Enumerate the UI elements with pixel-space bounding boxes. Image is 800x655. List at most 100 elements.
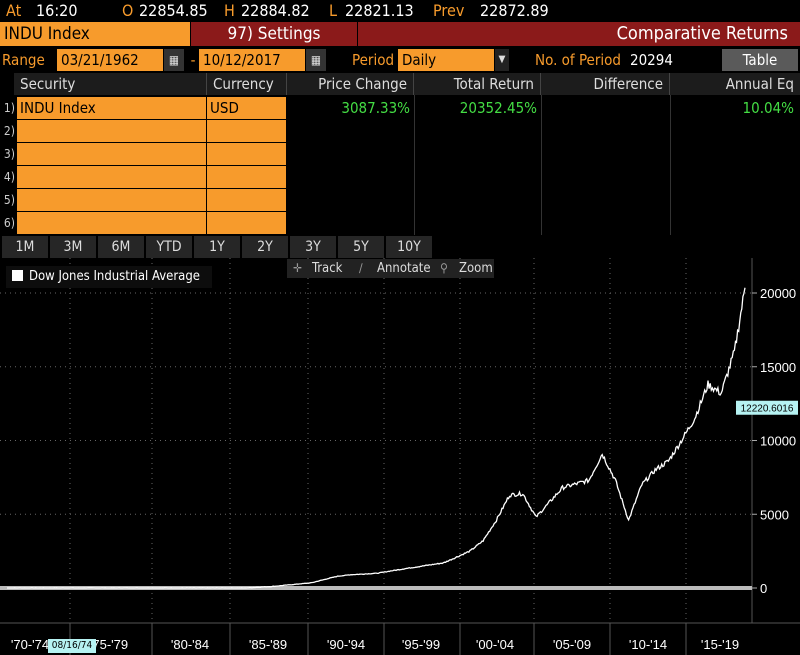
range-dash: - <box>190 51 196 69</box>
column-divider <box>414 95 415 235</box>
calendar-icon[interactable]: ▦ <box>306 49 326 71</box>
series-line <box>7 287 746 589</box>
chevron-down-icon[interactable]: ▼ <box>495 49 509 71</box>
row-number: 2) <box>3 124 15 138</box>
row-number: 6) <box>3 216 15 230</box>
page-title: Comparative Returns <box>358 22 800 46</box>
legend-label: Dow Jones Industrial Average <box>29 269 200 284</box>
currency-cell[interactable] <box>207 120 286 142</box>
at-value: 16:20 <box>36 1 78 20</box>
table-row[interactable]: 3) <box>0 143 800 166</box>
returns-chart[interactable]: 0 5000 10000 15000 20000 '70-'74 '75-'79 '80-'8… <box>0 258 800 655</box>
col-header-security[interactable]: Security <box>14 73 207 95</box>
x-tick-label: '05-'09 <box>553 637 591 652</box>
x-tick-label: '00-'04 <box>476 637 514 652</box>
period-label: Period <box>352 51 395 69</box>
pencil-icon: ∕ <box>359 261 363 275</box>
range-row: Range 03/21/1962 ▦ - 10/12/2017 ▦ Period… <box>0 49 800 91</box>
security-cell[interactable] <box>17 143 206 165</box>
col-header-total-return[interactable]: Total Return <box>414 73 541 95</box>
low-value: 22821.13 <box>345 1 414 20</box>
zoom-button[interactable]: Zoom <box>459 261 493 276</box>
period-button-5y[interactable]: 5Y <box>338 236 384 258</box>
x-tick-label: '75-'79 <box>90 637 128 652</box>
x-tick-label: '70-'74 <box>11 637 49 652</box>
title-bar: INDU Index 97) Settings Comparative Retu… <box>0 21 800 47</box>
period-select[interactable]: Daily <box>398 49 494 71</box>
y-tick-label: 5000 <box>760 507 789 522</box>
high-value: 22884.82 <box>241 1 310 20</box>
open-value: 22854.85 <box>139 1 208 20</box>
calendar-icon[interactable]: ▦ <box>164 49 184 71</box>
security-cell[interactable] <box>17 212 206 234</box>
num-periods-label: No. of Period <box>535 51 621 69</box>
currency-cell[interactable] <box>207 212 286 234</box>
chart-legend[interactable]: Dow Jones Industrial Average <box>6 266 212 288</box>
period-button-ytd[interactable]: YTD <box>146 236 192 258</box>
chart-toolbar: ✛ Track ∕ Annotate ⚲ Zoom <box>287 259 494 278</box>
row-number: 5) <box>3 193 15 207</box>
period-button-1y[interactable]: 1Y <box>194 236 240 258</box>
period-button-2y[interactable]: 2Y <box>242 236 288 258</box>
legend-swatch <box>12 270 23 281</box>
period-button-10y[interactable]: 10Y <box>386 236 432 258</box>
table-row[interactable]: 1) INDU Index USD 3087.33% 20352.45% 10.… <box>0 97 800 120</box>
annotate-button[interactable]: Annotate <box>377 261 431 276</box>
price-change-cell: 3087.33% <box>341 99 410 117</box>
table-button[interactable]: Table <box>722 49 798 71</box>
y-tick-label: 15000 <box>760 360 796 375</box>
high-label: H <box>224 1 235 20</box>
crosshair-icon: ✛ <box>293 261 303 275</box>
currency-cell[interactable] <box>207 143 286 165</box>
ticker-field[interactable]: INDU Index <box>0 22 190 46</box>
column-divider <box>670 95 671 235</box>
table-row[interactable]: 2) <box>0 120 800 143</box>
settings-button[interactable]: 97) Settings <box>191 22 357 46</box>
num-periods-value: 20294 Day(s) <box>630 51 674 91</box>
period-button-6m[interactable]: 6M <box>98 236 144 258</box>
row-number: 1) <box>3 101 15 115</box>
y-tick-label: 10000 <box>760 434 796 449</box>
quote-strip: At 16:20 O 22854.85 H 22884.82 L 22821.1… <box>0 0 800 21</box>
period-button-3m[interactable]: 3M <box>50 236 96 258</box>
cursor-date-label: 08/16/74 <box>48 639 96 653</box>
currency-cell[interactable] <box>207 189 286 211</box>
at-label: At <box>6 1 22 20</box>
open-label: O <box>122 1 134 20</box>
col-header-difference[interactable]: Difference <box>541 73 670 95</box>
col-header-currency[interactable]: Currency <box>207 73 287 95</box>
row-number: 4) <box>3 170 15 184</box>
period-button-3y[interactable]: 3Y <box>290 236 336 258</box>
currency-cell[interactable] <box>207 166 286 188</box>
currency-cell[interactable]: USD <box>207 97 286 119</box>
x-tick-label: '10-'14 <box>629 637 667 652</box>
total-return-cell: 20352.45% <box>459 99 537 117</box>
x-tick-label: '95-'99 <box>402 637 440 652</box>
security-cell[interactable] <box>17 120 206 142</box>
table-row[interactable]: 4) <box>0 166 800 189</box>
range-label: Range <box>2 51 45 69</box>
col-header-price-change[interactable]: Price Change <box>287 73 414 95</box>
last-value-label: 12220.6016 <box>741 404 794 415</box>
magnifier-icon: ⚲ <box>440 261 448 275</box>
y-tick-label: 20000 <box>760 286 796 301</box>
x-tick-label: '15-'19 <box>701 637 739 652</box>
row-number: 3) <box>3 147 15 161</box>
table-row[interactable]: 6) <box>0 212 800 235</box>
x-tick-label: '80-'84 <box>171 637 209 652</box>
prev-label: Prev <box>433 1 465 20</box>
low-label: L <box>329 1 338 20</box>
last-value-marker <box>736 400 798 415</box>
security-cell[interactable]: INDU Index <box>17 97 206 119</box>
x-tick-label: '90-'94 <box>327 637 365 652</box>
security-cell[interactable] <box>17 166 206 188</box>
column-divider <box>541 95 542 235</box>
start-date-field[interactable]: 03/21/1962 <box>57 49 163 71</box>
col-header-annual-eq[interactable]: Annual Eq <box>670 73 800 95</box>
table-row[interactable]: 5) <box>0 189 800 212</box>
track-button[interactable]: Track <box>312 261 343 276</box>
end-date-field[interactable]: 10/12/2017 <box>199 49 305 71</box>
zero-baseline <box>0 586 752 590</box>
period-button-1m[interactable]: 1M <box>2 236 48 258</box>
security-cell[interactable] <box>17 189 206 211</box>
